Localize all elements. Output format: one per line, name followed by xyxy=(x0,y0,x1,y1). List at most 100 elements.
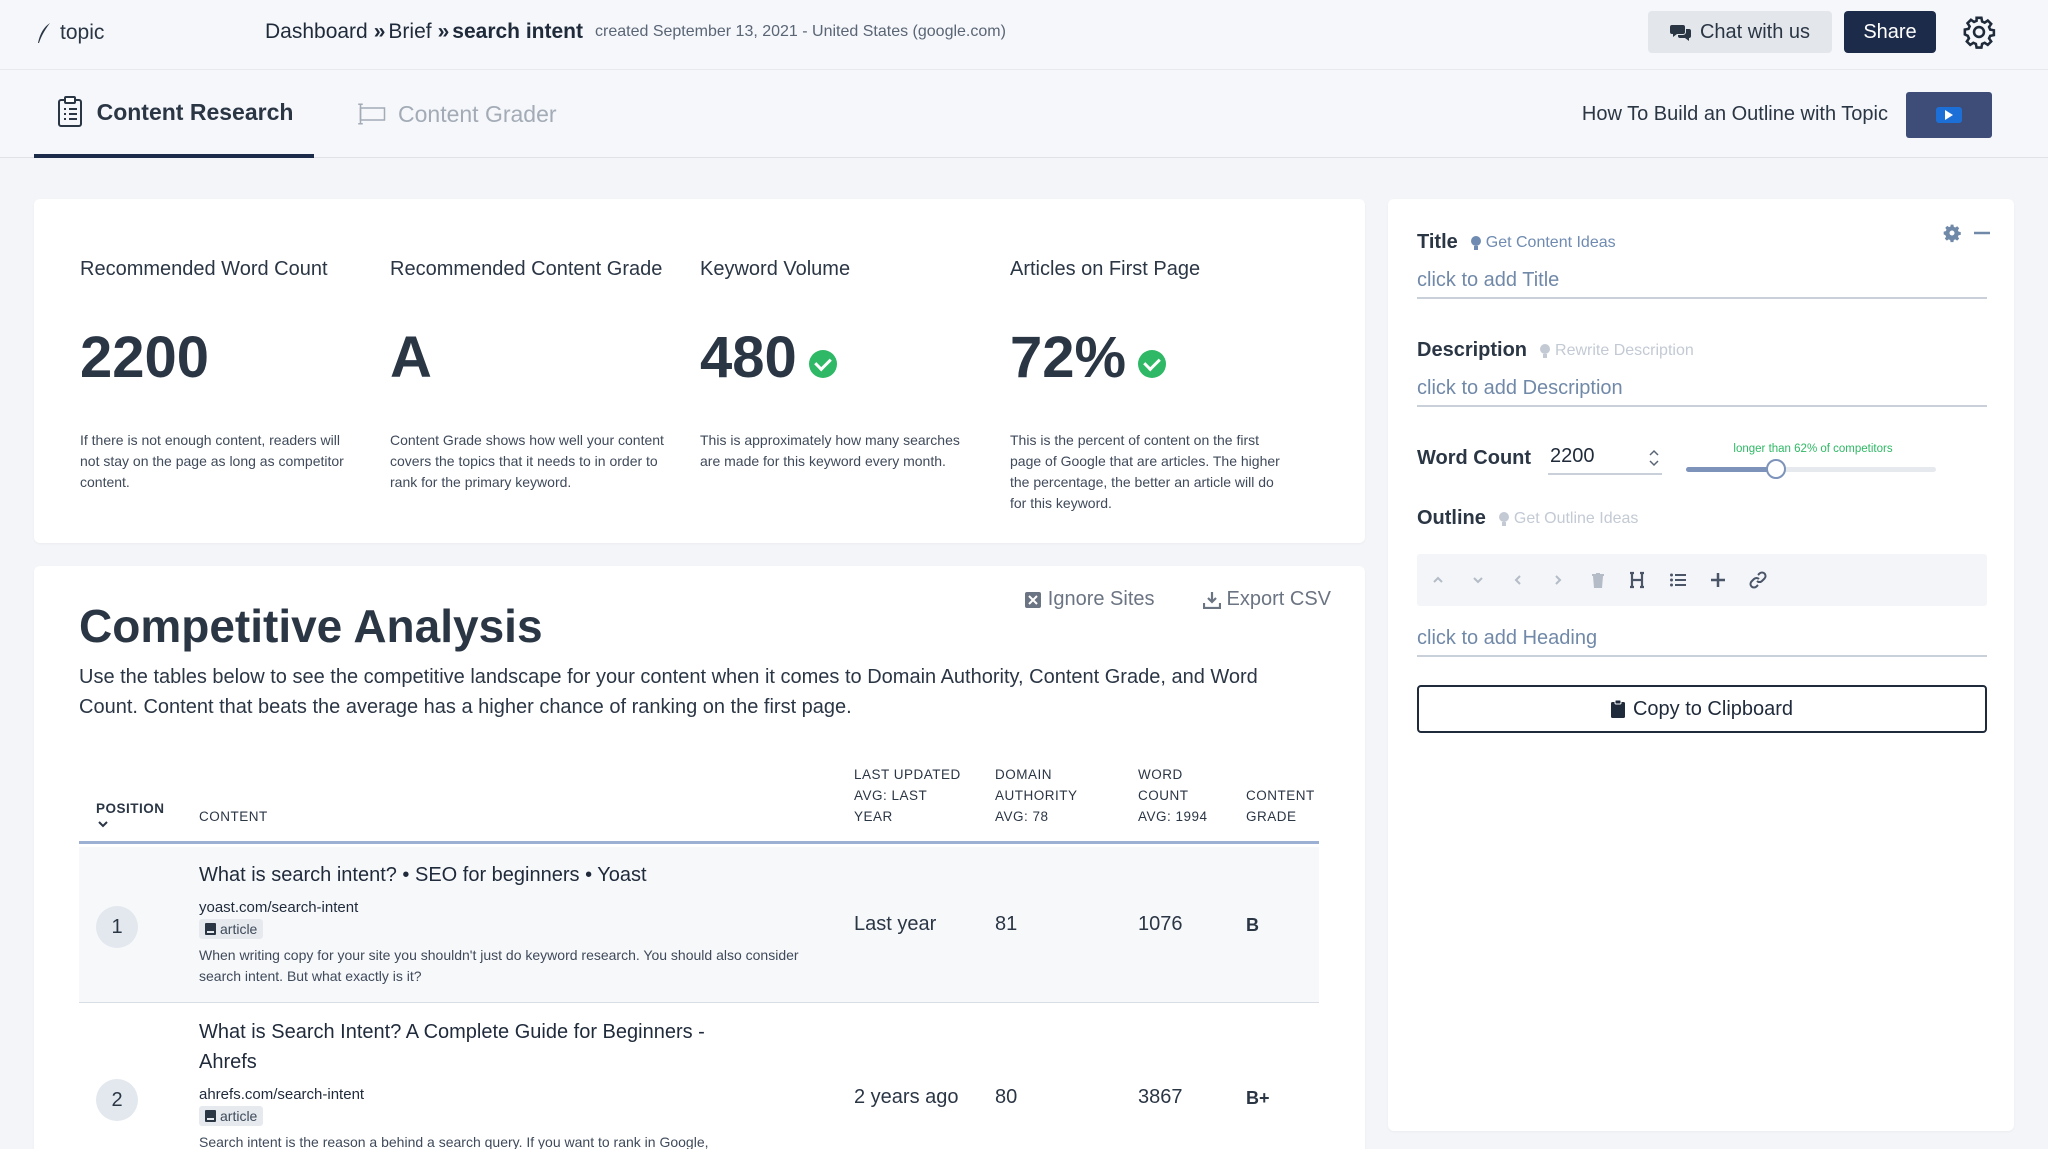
word-count-value: 3867 xyxy=(1138,1086,1183,1108)
panel-settings-icon[interactable] xyxy=(1942,223,1962,243)
description-input[interactable]: click to add Description xyxy=(1417,371,1987,407)
stepper-icon[interactable] xyxy=(1648,447,1660,469)
app-logo[interactable]: topic xyxy=(34,18,104,48)
text-cursor-box-icon xyxy=(358,103,386,125)
export-csv-button[interactable]: Export CSV xyxy=(1202,588,1331,611)
get-outline-ideas-button[interactable]: Get Outline Ideas xyxy=(1498,510,1638,528)
domain-authority-value: 81 xyxy=(995,913,1018,935)
check-circle-icon xyxy=(808,350,837,378)
breadcrumb-separator: » xyxy=(373,20,386,43)
domain-authority-value: 80 xyxy=(995,1086,1018,1108)
minimize-icon[interactable] xyxy=(1972,223,1992,243)
link-button[interactable] xyxy=(1739,554,1777,606)
close-box-icon xyxy=(1024,591,1041,608)
clipboard-list-icon xyxy=(57,96,82,127)
result-url[interactable]: yoast.com/search-intent xyxy=(199,899,359,916)
result-title[interactable]: What is search intent? • SEO for beginne… xyxy=(199,864,647,886)
clipboard-icon xyxy=(1610,700,1625,718)
title-label: Title xyxy=(1417,231,1458,253)
stat-articles-first-page: Articles on First Page 72% This is the p… xyxy=(1010,254,1290,514)
move-down-button[interactable] xyxy=(1459,554,1497,606)
column-header-domain-authority[interactable]: DOMAIN AUTHORITY AVG: 78 xyxy=(995,767,1078,824)
column-header-position[interactable]: POSITION xyxy=(96,798,165,829)
table-row[interactable]: 1 What is search intent? • SEO for begin… xyxy=(79,847,1319,1003)
export-csv-label: Export CSV xyxy=(1226,588,1331,610)
tab-label: Content Research xyxy=(96,98,294,125)
plus-icon xyxy=(1711,573,1725,587)
outdent-button[interactable] xyxy=(1499,554,1537,606)
tab-content-research[interactable]: Content Research xyxy=(34,70,314,158)
video-thumbnail[interactable] xyxy=(1906,92,1992,138)
table-header: POSITION CONTENT LAST UPDATED AVG: LAST … xyxy=(79,762,1319,844)
column-header-content[interactable]: CONTENT xyxy=(199,809,268,824)
word-count-slider[interactable]: longer than 62% of competitors xyxy=(1686,443,1940,479)
list-button[interactable] xyxy=(1659,554,1697,606)
copy-to-clipboard-button[interactable]: Copy to Clipboard xyxy=(1417,685,1987,733)
content-grade-value: B+ xyxy=(1246,1088,1270,1108)
heading-button[interactable] xyxy=(1619,554,1657,606)
outline-label: Outline xyxy=(1417,507,1486,529)
stat-value: 2200 xyxy=(80,324,210,390)
column-header-last-updated[interactable]: LAST UPDATED AVG: LAST YEAR xyxy=(854,767,961,824)
position-badge: 2 xyxy=(96,1079,138,1121)
indent-button[interactable] xyxy=(1539,554,1577,606)
stats-card: Recommended Word Count 2200 If there is … xyxy=(34,199,1365,543)
column-header-word-count[interactable]: WORD COUNT AVG: 1994 xyxy=(1138,767,1208,824)
heading-icon xyxy=(1630,571,1644,589)
content-type-badge: article xyxy=(199,919,264,939)
chevron-right-icon xyxy=(1555,575,1562,585)
result-title[interactable]: What is Search Intent? A Complete Guide … xyxy=(199,1021,705,1073)
chevron-left-icon xyxy=(1514,575,1521,585)
list-icon xyxy=(1670,573,1686,587)
chat-label: Chat with us xyxy=(1699,20,1811,43)
top-bar: topic Dashboard » Brief » search intent … xyxy=(0,0,2048,70)
share-button[interactable]: Share xyxy=(1844,11,1936,53)
stat-label: Recommended Word Count xyxy=(80,258,328,280)
stat-label: Articles on First Page xyxy=(1010,258,1201,280)
stat-label: Recommended Content Grade xyxy=(390,258,663,280)
stat-description: This is the percent of content on the fi… xyxy=(1010,432,1280,511)
breadcrumb-dashboard[interactable]: Dashboard xyxy=(265,20,368,43)
last-updated-value: Last year xyxy=(854,913,937,935)
delete-button[interactable] xyxy=(1579,554,1617,606)
feather-icon xyxy=(38,23,50,43)
stat-word-count: Recommended Word Count 2200 If there is … xyxy=(80,254,360,493)
result-url[interactable]: ahrefs.com/search-intent xyxy=(199,1086,365,1103)
chevron-up-icon xyxy=(1433,576,1443,583)
table-row[interactable]: 2 What is Search Intent? A Complete Guid… xyxy=(79,1004,1319,1149)
stat-content-grade: Recommended Content Grade A Content Grad… xyxy=(390,254,670,493)
howto-link[interactable]: How To Build an Outline with Topic xyxy=(1581,102,1888,125)
ignore-sites-button[interactable]: Ignore Sites xyxy=(1024,588,1155,611)
stat-description: If there is not enough content, readers … xyxy=(80,432,344,490)
stat-value: 480 xyxy=(700,324,797,390)
rewrite-description-button[interactable]: Rewrite Description xyxy=(1539,342,1694,360)
description-label: Description xyxy=(1417,339,1528,361)
check-circle-icon xyxy=(1138,350,1167,378)
move-up-button[interactable] xyxy=(1419,554,1457,606)
column-header-content-grade[interactable]: CONTENT GRADE xyxy=(1246,788,1315,824)
content-type-badge: article xyxy=(199,1106,264,1126)
lightbulb-icon xyxy=(1540,343,1551,358)
breadcrumb-brief[interactable]: Brief xyxy=(388,20,432,43)
tab-content-grader[interactable]: Content Grader xyxy=(356,70,557,158)
chevron-down-icon xyxy=(98,821,108,828)
word-count-input[interactable]: 2200 xyxy=(1548,439,1662,475)
chat-button[interactable]: Chat with us xyxy=(1648,11,1832,53)
book-icon xyxy=(205,1110,216,1122)
brief-meta: created September 13, 2021 - United Stat… xyxy=(595,23,1006,40)
settings-gear-icon[interactable] xyxy=(1962,15,1996,49)
heading-input[interactable]: click to add Heading xyxy=(1417,621,1987,657)
outline-panel: Title Get Content Ideas click to add Tit… xyxy=(1388,199,2014,1131)
logo-text: topic xyxy=(60,21,105,44)
slider-handle[interactable] xyxy=(1766,459,1786,479)
stat-description: Content Grade shows how well your conten… xyxy=(390,432,664,490)
stat-value: A xyxy=(390,324,432,390)
get-content-ideas-button[interactable]: Get Content Ideas xyxy=(1470,234,1616,252)
result-snippet: When writing copy for your site you shou… xyxy=(199,947,799,984)
lightbulb-icon xyxy=(1498,511,1509,526)
link-icon xyxy=(1749,571,1767,589)
add-heading-button[interactable] xyxy=(1699,554,1737,606)
slider-fill xyxy=(1686,467,1776,472)
title-input[interactable]: click to add Title xyxy=(1417,263,1987,299)
chat-icon xyxy=(1669,25,1691,41)
